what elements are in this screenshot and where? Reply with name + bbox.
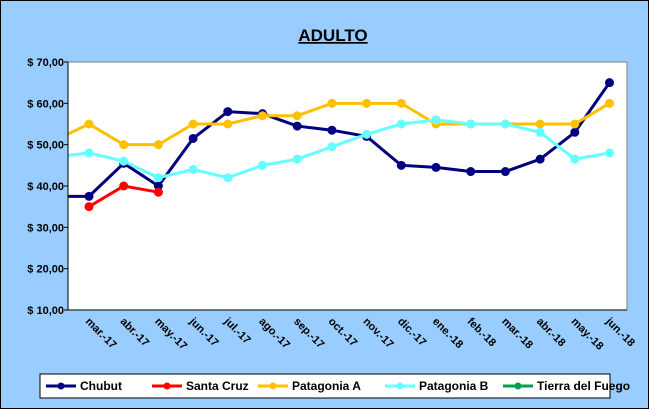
data-point	[327, 125, 337, 135]
data-point	[396, 160, 406, 170]
data-point	[223, 173, 233, 183]
y-tick-label: $ 30,00	[27, 222, 64, 234]
data-point	[396, 98, 406, 108]
data-point	[327, 142, 337, 152]
data-point	[223, 119, 233, 129]
y-tick-label: $ 10,00	[27, 305, 64, 317]
data-point	[188, 119, 198, 129]
data-point	[292, 111, 302, 121]
legend-marker	[163, 382, 171, 390]
data-point	[362, 98, 372, 108]
data-point	[188, 133, 198, 143]
data-point	[153, 187, 163, 197]
legend-label: Chubut	[80, 379, 122, 393]
data-point	[396, 119, 406, 129]
data-point	[292, 154, 302, 164]
data-point	[153, 173, 163, 183]
data-point	[431, 162, 441, 172]
data-point	[605, 78, 614, 88]
data-point	[119, 181, 129, 191]
legend-label: Tierra del Fuego	[537, 379, 630, 393]
legend-marker	[514, 382, 522, 390]
data-point	[153, 140, 163, 150]
data-point	[327, 98, 337, 108]
y-tick-label: $ 20,00	[27, 264, 64, 276]
data-point	[535, 119, 545, 129]
data-point	[258, 111, 267, 121]
data-point	[570, 154, 580, 164]
data-point	[84, 202, 94, 212]
chart-title: ADULTO	[298, 26, 367, 45]
data-point	[466, 167, 476, 177]
legend-marker	[396, 382, 404, 390]
data-point	[292, 121, 302, 131]
y-tick-label: $ 60,00	[27, 98, 64, 110]
data-point	[570, 119, 580, 129]
legend-label: Patagonia A	[292, 379, 361, 393]
data-point	[500, 119, 510, 129]
data-point	[119, 140, 129, 150]
data-point	[535, 127, 545, 137]
plot-lines	[68, 78, 614, 212]
data-point	[535, 154, 545, 164]
legend-marker	[57, 382, 65, 390]
data-point	[466, 119, 476, 129]
data-point	[84, 191, 94, 201]
legend-label: Santa Cruz	[186, 379, 249, 393]
y-tick-label: $ 70,00	[27, 57, 64, 69]
data-point	[500, 167, 510, 177]
data-point	[605, 98, 614, 108]
data-point	[605, 148, 614, 158]
data-point	[84, 148, 94, 158]
data-point	[362, 129, 372, 139]
data-point	[153, 181, 163, 191]
data-point	[258, 160, 267, 170]
data-point	[431, 115, 441, 125]
data-point	[84, 119, 94, 129]
data-point	[570, 127, 580, 137]
data-point	[188, 164, 198, 174]
plot-area	[67, 61, 628, 311]
y-tick-label: $ 50,00	[27, 140, 64, 152]
data-point	[223, 107, 233, 117]
data-point	[119, 156, 129, 166]
legend-marker	[269, 382, 277, 390]
legend-label: Patagonia B	[419, 379, 489, 393]
y-tick-label: $ 40,00	[27, 181, 64, 193]
